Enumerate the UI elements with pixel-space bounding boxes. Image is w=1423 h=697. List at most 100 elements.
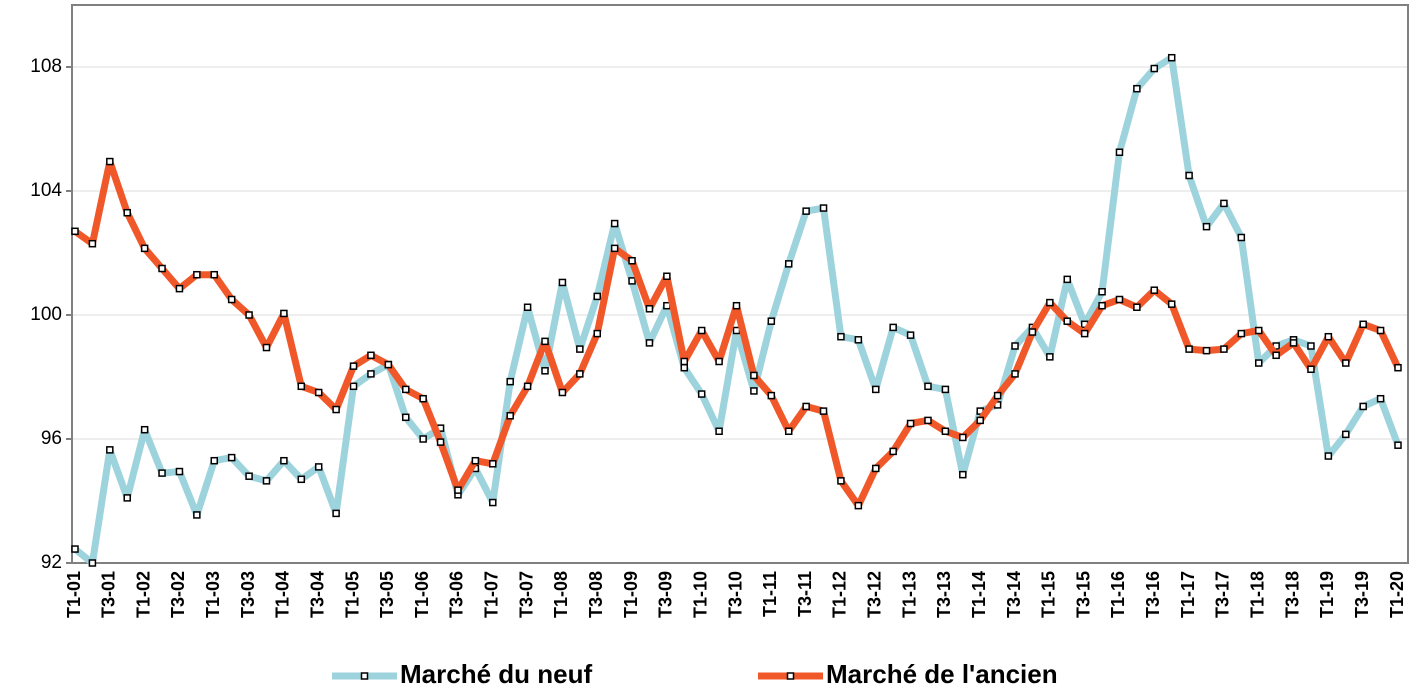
point-marker	[106, 157, 114, 166]
x-tick-label: T1-06	[412, 571, 432, 618]
x-tick-label: T3-10	[725, 571, 745, 618]
point-marker	[1133, 84, 1141, 93]
point-marker	[402, 413, 410, 422]
x-tick-label: T3-03	[238, 571, 258, 618]
point-marker	[1011, 370, 1019, 378]
x-tick-label: T3-19	[1352, 571, 1372, 618]
point-marker	[906, 331, 915, 339]
point-marker	[680, 357, 689, 366]
point-marker	[349, 382, 358, 391]
point-marker	[1272, 351, 1280, 360]
point-marker	[454, 486, 462, 494]
point-marker	[71, 545, 79, 553]
point-marker	[262, 477, 271, 485]
x-tick-label: T3-09	[656, 571, 676, 618]
point-marker	[924, 382, 932, 391]
x-tick-label: T1-01	[64, 571, 84, 618]
x-tick-label: T3-08	[586, 571, 606, 618]
x-tick-label: T1-09	[621, 571, 641, 618]
point-marker	[1254, 326, 1263, 335]
point-marker	[976, 416, 984, 425]
x-tick-label: T1-07	[482, 571, 502, 618]
point-marker	[1254, 359, 1263, 367]
point-marker	[1394, 363, 1402, 372]
x-tick-label: T1-19	[1317, 571, 1337, 618]
point-marker	[506, 412, 514, 420]
point-marker	[436, 438, 445, 446]
point-marker	[193, 270, 201, 279]
x-tick-label: T3-07	[516, 571, 536, 618]
point-marker	[297, 382, 306, 391]
point-marker	[280, 309, 288, 318]
point-marker	[941, 427, 950, 435]
point-marker	[1028, 328, 1037, 336]
point-marker	[1202, 222, 1211, 231]
point-marker	[419, 435, 427, 443]
point-marker	[941, 385, 950, 394]
point-marker	[1133, 303, 1141, 311]
x-tick-label: T1-08	[551, 571, 571, 618]
point-marker	[1376, 326, 1385, 335]
x-tick-label: T1-02	[133, 571, 153, 618]
point-marker	[245, 311, 253, 319]
point-marker	[767, 317, 776, 325]
point-marker	[1063, 275, 1071, 284]
x-tick-label: T1-18	[1247, 571, 1267, 618]
point-marker	[610, 219, 619, 228]
point-marker	[1359, 320, 1367, 329]
point-marker	[506, 377, 514, 386]
point-marker	[784, 427, 793, 435]
point-marker	[872, 464, 880, 473]
point-marker	[297, 475, 306, 484]
point-marker	[837, 332, 845, 341]
point-marker	[384, 360, 393, 369]
x-tick-label: T3-04	[307, 571, 327, 618]
legend-label: Marché de l'ancien	[826, 659, 1058, 689]
point-marker	[88, 559, 97, 567]
x-tick-label: T3-13	[934, 571, 954, 618]
point-marker	[210, 456, 219, 465]
point-marker	[245, 472, 253, 480]
x-tick-label: T1-04	[273, 571, 293, 618]
point-marker	[1115, 148, 1124, 156]
plot-frame	[71, 4, 1409, 564]
point-marker	[1359, 402, 1367, 411]
point-marker	[558, 388, 567, 397]
point-marker	[419, 394, 427, 403]
point-marker	[1115, 295, 1124, 304]
point-marker	[367, 351, 375, 360]
point-marker	[1098, 301, 1106, 310]
point-marker	[193, 511, 201, 519]
point-marker	[1080, 329, 1089, 338]
point-marker	[610, 244, 619, 253]
point-marker	[541, 337, 549, 346]
x-tick-label: T1-17	[1178, 571, 1198, 618]
x-tick-label: T3-05	[377, 571, 397, 618]
point-marker	[576, 345, 584, 353]
point-marker	[314, 388, 323, 397]
point-marker	[1150, 64, 1159, 73]
x-tick-label: T1-10	[690, 571, 710, 618]
point-marker	[541, 367, 549, 375]
x-tick-label: T3-16	[1143, 571, 1163, 618]
x-tick-label: T3-11	[795, 571, 815, 617]
point-marker	[1046, 298, 1054, 307]
point-marker	[175, 467, 184, 476]
point-marker	[802, 402, 810, 411]
point-marker	[88, 239, 97, 248]
point-marker	[1220, 345, 1228, 353]
point-marker	[889, 323, 897, 332]
point-marker	[1342, 430, 1350, 439]
point-marker	[1289, 339, 1298, 347]
y-tick-label: 104	[30, 180, 62, 201]
point-marker	[837, 477, 845, 485]
point-marker	[645, 305, 654, 313]
point-marker	[471, 456, 480, 465]
legend-marker	[786, 672, 795, 680]
x-tick-label: T1-13	[899, 571, 919, 618]
point-marker	[1011, 342, 1019, 350]
point-marker	[802, 207, 810, 215]
point-marker	[663, 272, 671, 280]
x-tick-label: T3-14	[1004, 571, 1024, 618]
